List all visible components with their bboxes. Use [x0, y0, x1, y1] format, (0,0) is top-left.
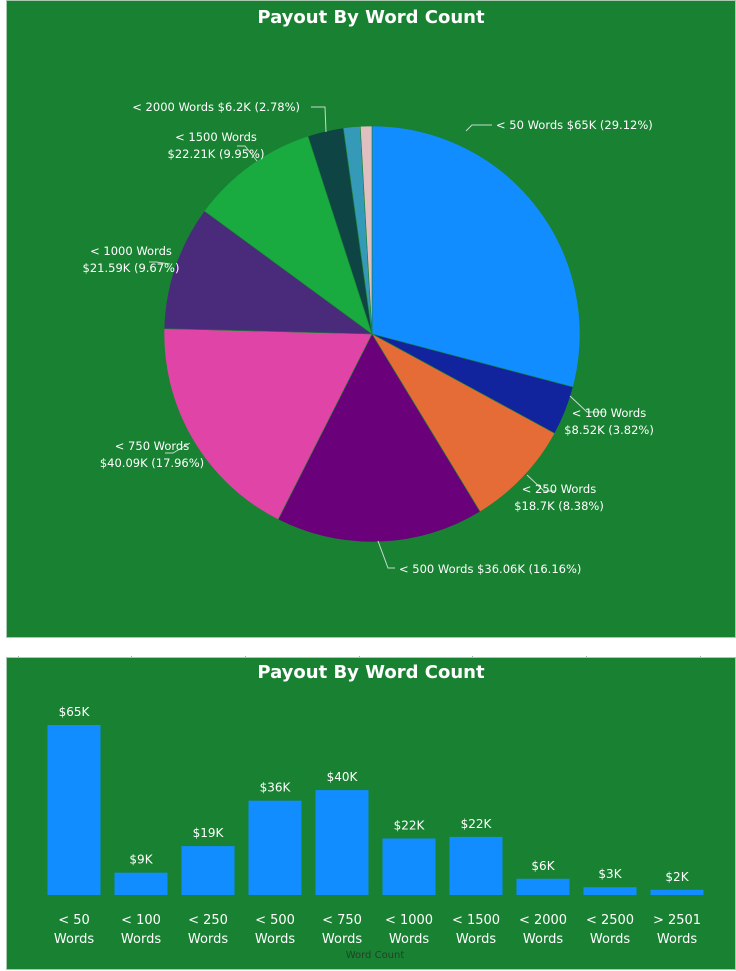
x-tick-label: < 250 [188, 913, 228, 928]
x-tick-label: Words [657, 932, 697, 947]
pie-slice-lt-50-words[interactable] [371, 125, 581, 388]
x-tick-label: < 50 [58, 913, 90, 928]
x-tick-label: < 750 [322, 913, 362, 928]
pie-data-label-name: < 100 Words [572, 406, 646, 420]
bar-chart: $65K < 50 Words $9K < 100 Words $19K < 250 Words… [47, 705, 704, 961]
bar-data-label: $2K [665, 870, 689, 884]
bar-lt-1000-words[interactable] [382, 838, 436, 896]
pie-data-label-name: < 750 Words [115, 439, 189, 453]
bar-data-label: $19K [193, 826, 225, 840]
pie-slice-lt-1500-words[interactable] [203, 135, 373, 335]
pie-slice-gt-2501-words[interactable] [359, 125, 373, 335]
bar-lt-2500-words[interactable] [583, 887, 637, 895]
x-tick-label: Words [590, 932, 630, 947]
pie-chart-panel: Payout By Word Count < 50 Words $65K (29… [6, 0, 736, 638]
pie-leader-line [377, 540, 395, 569]
pie-data-label-value: $8.52K (3.82%) [564, 423, 654, 437]
bar-chart-title: Payout By Word Count [257, 662, 485, 683]
x-tick-label: < 500 [255, 913, 295, 928]
pie-data-label: < 500 Words $36.06K (16.16%) [399, 562, 581, 576]
bar-chart-panel: Payout By Word Count $65K < 50 Words $9K < 1… [6, 657, 736, 970]
x-tick-label: Words [389, 932, 429, 947]
pie-slice-lt-750-words[interactable] [163, 328, 373, 520]
pie-data-label-name: < 250 Words [522, 482, 596, 496]
pie-leader-line [465, 124, 492, 132]
pie-slice-lt-1000-words[interactable] [163, 210, 373, 335]
pie-leader-line [165, 442, 191, 454]
x-tick-label: < 1500 [452, 913, 500, 928]
x-tick-label: > 2501 [653, 913, 701, 928]
x-tick-label: Words [255, 932, 295, 947]
bar-data-label: $36K [260, 781, 292, 795]
pie-data-label: < 2000 Words $6.2K (2.78%) [132, 100, 300, 114]
pie-chart: < 50 Words $65K (29.12%) < 100 Words $8.52… [83, 100, 654, 576]
pie-data-label-value: $18.7K (8.38%) [514, 499, 604, 513]
bar-gt-2501-words[interactable] [650, 889, 704, 895]
bar-lt-100-words[interactable] [114, 872, 168, 895]
x-tick-label: Words [456, 932, 496, 947]
bar-data-label: $3K [598, 867, 622, 881]
bar-data-label: $22K [394, 819, 426, 833]
bar-lt-50-words[interactable] [47, 725, 101, 895]
pie-leader-line [311, 106, 327, 133]
x-tick-label: Words [121, 932, 161, 947]
x-tick-label: < 100 [121, 913, 161, 928]
bar-lt-1500-words[interactable] [449, 836, 503, 895]
x-tick-label: < 2500 [586, 913, 634, 928]
bar-data-label: $9K [129, 853, 153, 867]
x-tick-label: Words [523, 932, 563, 947]
x-tick-label: Words [54, 932, 94, 947]
pie-leader-line [569, 395, 605, 413]
bar-lt-2000-words[interactable] [516, 878, 570, 895]
x-tick-label: Words [188, 932, 228, 947]
bar-data-label: $65K [59, 705, 91, 719]
x-axis-title: Word Count [346, 950, 405, 961]
pie-slice-lt-500-words[interactable] [277, 333, 481, 543]
pie-leader-line [526, 474, 555, 492]
bar-data-label: $40K [327, 770, 359, 784]
pie-leader-line [149, 261, 171, 265]
bar-lt-750-words[interactable] [315, 790, 369, 895]
bar-data-label: $6K [531, 859, 555, 873]
x-tick-label: Words [322, 932, 362, 947]
pie-slice-lt-250-words[interactable] [371, 333, 556, 513]
x-tick-label: < 1000 [385, 913, 433, 928]
pie-leader-line [237, 145, 258, 162]
bar-data-label: $22K [461, 817, 493, 831]
pie-data-label-value: $40.09K (17.96%) [100, 456, 204, 470]
pie-data-label: < 50 Words $65K (29.12%) [496, 118, 653, 132]
pie-data-label-name: < 1000 Words [90, 244, 172, 258]
bar-lt-500-words[interactable] [248, 800, 302, 895]
bar-lt-250-words[interactable] [181, 846, 235, 895]
pie-data-label-value: $21.59K (9.67%) [83, 261, 180, 275]
pie-data-label-name: < 1500 Words [175, 130, 257, 144]
pie-chart-title: Payout By Word Count [257, 7, 485, 28]
x-tick-label: < 2000 [519, 913, 567, 928]
pie-data-label-value: $22.21K (9.95%) [168, 147, 265, 161]
